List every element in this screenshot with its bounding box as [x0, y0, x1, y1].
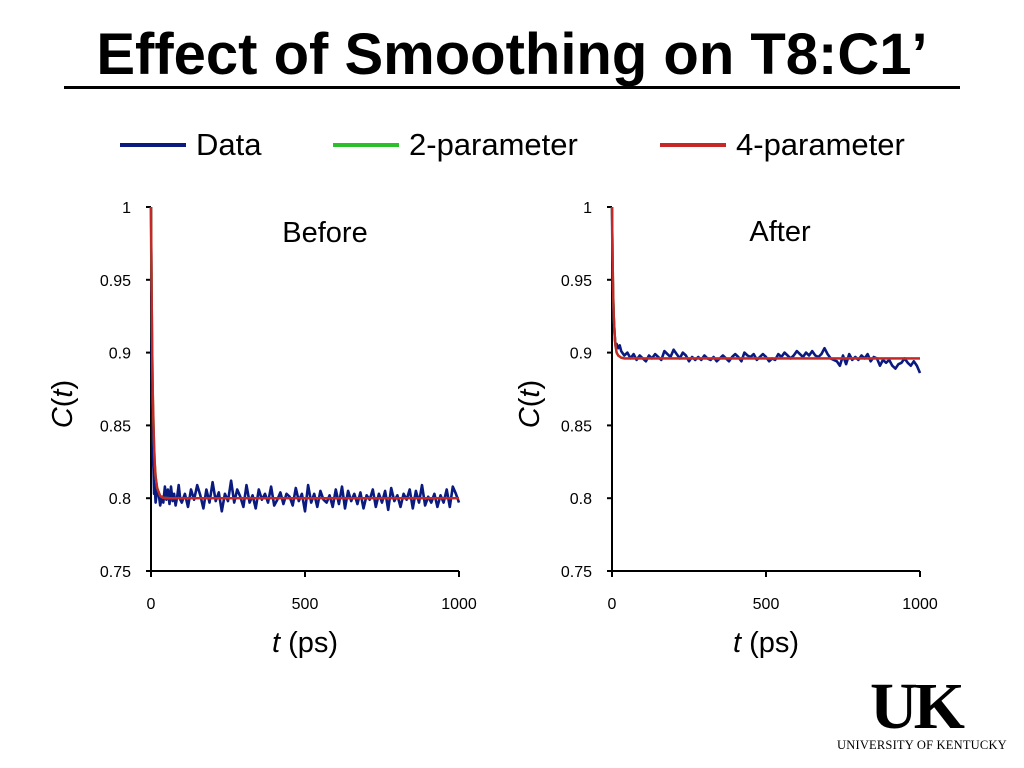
legend-label-4-parameter: 4-parameter	[736, 127, 905, 162]
logo-caption: UNIVERSITY OF KENTUCKY	[837, 738, 1007, 752]
university-logo: UK UNIVERSITY OF KENTUCKY	[830, 672, 1010, 762]
chart-1-x-tick-label: 500	[292, 596, 319, 613]
legend-swatch-2-parameter	[333, 143, 399, 147]
chart-2-y-tick-label: 0.85	[561, 418, 592, 435]
chart-2-y-tick-label: 0.9	[570, 346, 592, 363]
chart-1-y-tick-label: 0.9	[109, 346, 131, 363]
chart-2-x-tick-label: 0	[608, 596, 617, 613]
legend-item-2-parameter: 2-parameter	[333, 120, 578, 170]
chart-2-series-4-parameter	[610, 206, 920, 360]
chart-1-series-data	[149, 206, 461, 513]
slide-title: Effect of Smoothing on T8:C1’	[96, 22, 928, 87]
chart-2-x-axis-label: t (ps)	[733, 627, 799, 659]
logo-letters: UK	[870, 670, 965, 743]
title-underline	[64, 86, 960, 89]
chart-2-y-tick-label: 0.75	[561, 564, 592, 581]
chart-1-x-tick-label: 1000	[441, 596, 477, 613]
chart-1-y-tick-label: 1	[122, 200, 131, 217]
chart-2-x-tick-label: 1000	[902, 596, 938, 613]
legend-swatch-4-parameter	[660, 143, 726, 147]
chart-2-title: After	[749, 216, 811, 248]
legend-label-2-parameter: 2-parameter	[409, 127, 578, 162]
chart-2-y-tick-label: 1	[583, 200, 592, 217]
chart-2-y-axis-label: C(t)	[514, 380, 546, 428]
chart-1-title: Before	[282, 217, 367, 249]
chart-1-series-2-parameter	[149, 206, 459, 500]
chart-legend: Data 2-parameter 4-parameter	[0, 120, 1024, 170]
chart-1-series-4-parameter	[149, 206, 459, 500]
chart-1-y-tick-label: 0.85	[100, 418, 131, 435]
chart-1-y-tick-label: 0.95	[100, 273, 131, 290]
chart-2-y-tick-label: 0.95	[561, 273, 592, 290]
chart-1-y-tick-label: 0.8	[109, 491, 131, 508]
chart-1-y-axis-label: C(t)	[47, 380, 79, 428]
legend-swatch-data	[120, 143, 186, 147]
chart-1-x-tick-label: 0	[147, 596, 156, 613]
legend-item-4-parameter: 4-parameter	[660, 120, 905, 170]
chart-1-x-axis-label: t (ps)	[272, 627, 338, 659]
chart-2-x-tick-label: 500	[753, 596, 780, 613]
legend-label-data: Data	[196, 127, 262, 162]
legend-item-data: Data	[120, 120, 261, 170]
chart-2-y-tick-label: 0.8	[570, 491, 592, 508]
chart-1-y-tick-label: 0.75	[100, 564, 131, 581]
